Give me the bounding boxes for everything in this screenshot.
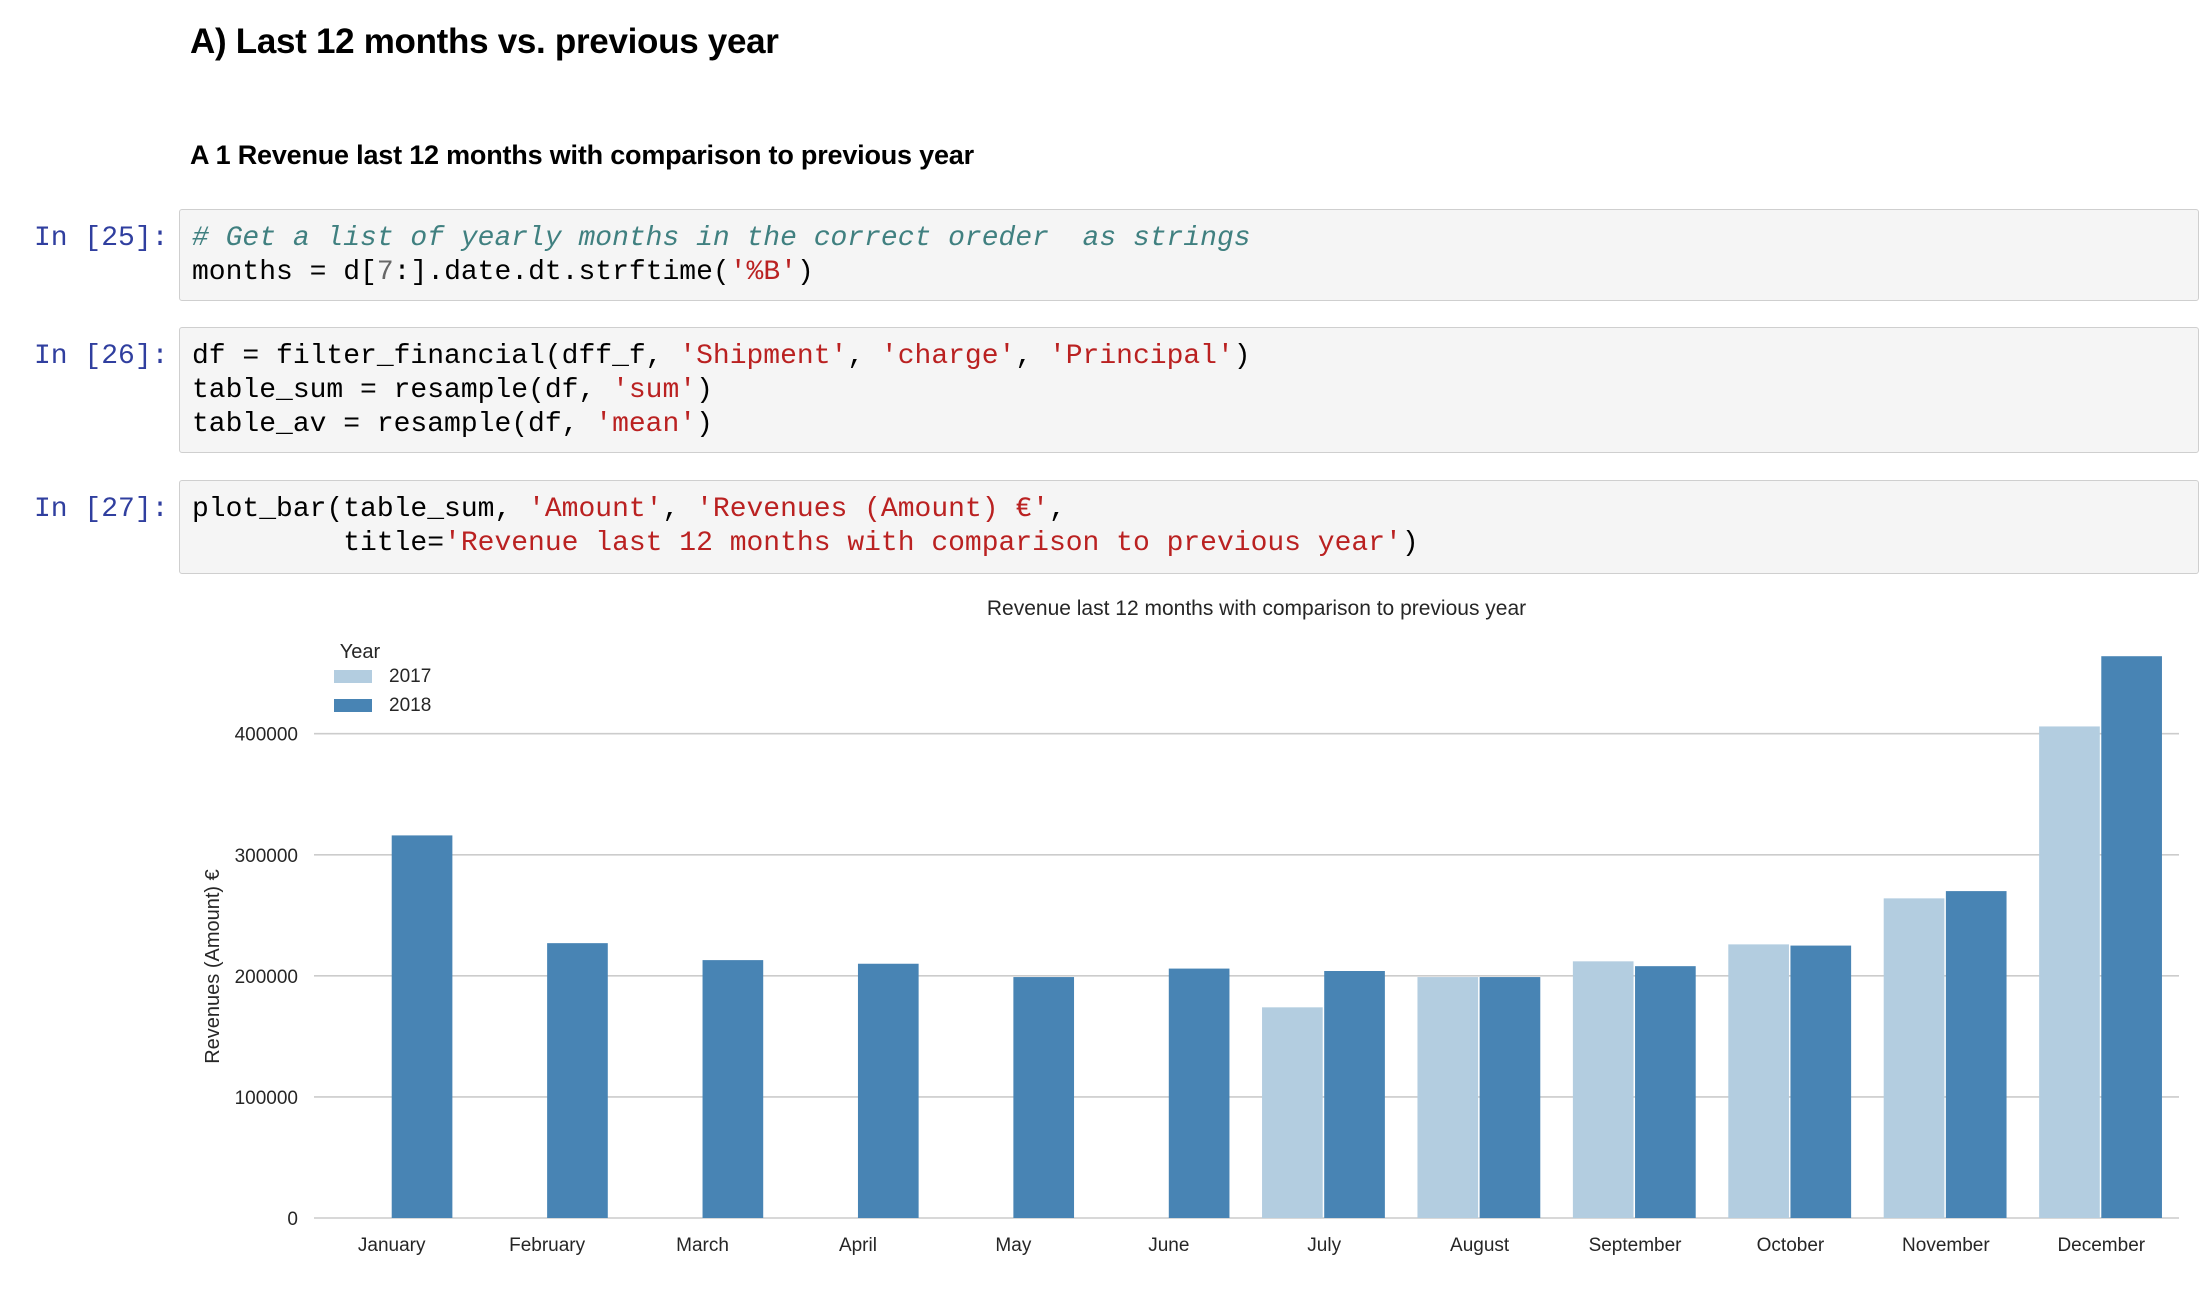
code-string: 'charge' [880, 341, 1016, 372]
code-token: ) [1233, 341, 1251, 372]
code-cell-26[interactable]: df = filter_financial(dff_f, 'Shipment',… [179, 327, 2199, 453]
code-token: :].date.dt.strftime( [393, 257, 730, 288]
chart-title: Revenue last 12 months with comparison t… [987, 597, 1526, 620]
code-string: 'Principal' [1048, 341, 1234, 372]
code-token: months = d[ [192, 257, 377, 288]
x-tick-label: January [358, 1235, 426, 1256]
bar-2018-september [1635, 966, 1696, 1218]
y-tick-label: 300000 [235, 846, 298, 867]
bar-2017-november [1883, 898, 1945, 1218]
code-line: df = filter_financial(dff_f, 'Shipment',… [192, 340, 2186, 374]
code-line: table_sum = resample(df, 'sum') [192, 374, 2186, 408]
legend-swatch-2018 [334, 699, 372, 712]
legend-title: Year [340, 641, 381, 663]
x-tick-label: July [1307, 1235, 1341, 1256]
subsection-heading: A 1 Revenue last 12 months with comparis… [190, 140, 974, 170]
y-axis-label: Revenues (Amount) € [202, 869, 224, 1064]
bar-2018-january [391, 835, 453, 1218]
code-token: , [1015, 341, 1049, 372]
code-line: title='Revenue last 12 months with compa… [192, 527, 2186, 561]
code-token: title= [192, 528, 445, 559]
revenue-bar-chart: 0 100000 200000 300000 400000 January February… [202, 597, 2179, 1256]
x-tick-label: June [1148, 1235, 1189, 1256]
x-tick-label: September [1589, 1235, 1683, 1256]
code-string: 'Shipment' [679, 341, 848, 372]
bar-2017-july [1262, 1007, 1323, 1218]
bar-2018-may [1013, 977, 1075, 1218]
x-tick-label: October [1757, 1235, 1825, 1256]
code-token: table_av = resample(df, [192, 409, 596, 440]
bar-2017-december [2039, 726, 2100, 1218]
bar-2018-august [1479, 977, 1541, 1218]
code-comment: # Get a list of yearly months in the cor… [192, 223, 1251, 254]
y-tick-label: 400000 [235, 725, 298, 746]
x-tick-label: May [995, 1235, 1031, 1256]
bar-2018-october [1790, 945, 1852, 1218]
x-tick-label: February [509, 1235, 586, 1256]
bar-2018-february [547, 943, 608, 1218]
code-cell-25[interactable]: # Get a list of yearly months in the cor… [179, 209, 2199, 301]
bar-2018-november [1945, 891, 2007, 1218]
code-string: 'Amount' [528, 494, 663, 525]
legend-label-2018: 2018 [389, 695, 431, 716]
y-tick-label: 0 [287, 1209, 298, 1230]
code-string: 'mean' [595, 409, 697, 440]
bar-2018-december [2101, 656, 2162, 1218]
code-token: 7 [376, 257, 394, 288]
code-string: 'sum' [612, 375, 697, 406]
code-token: ) [696, 375, 713, 406]
bar-2018-june [1168, 968, 1230, 1218]
code-token: , [847, 341, 881, 372]
code-string: 'Revenue last 12 months with comparison … [444, 528, 1402, 559]
code-line: months = d[7:].date.dt.strftime('%B') [192, 256, 2186, 290]
code-token: , [662, 494, 697, 525]
y-tick-label: 100000 [235, 1088, 298, 1109]
code-line: plot_bar(table_sum, 'Amount', 'Revenues … [192, 493, 2186, 527]
code-token: ) [1401, 528, 1419, 559]
bar-2017-august [1417, 977, 1479, 1218]
legend-label-2017: 2017 [389, 666, 431, 687]
x-tick-label: December [2057, 1235, 2145, 1256]
code-line: table_av = resample(df, 'mean') [192, 408, 2186, 442]
code-token: table_sum = resample(df, [192, 375, 613, 406]
code-token: ) [796, 257, 814, 288]
cell-prompt-25: In [25]: [34, 223, 169, 254]
bar-2017-september [1572, 961, 1634, 1218]
code-cell-27[interactable]: plot_bar(table_sum, 'Amount', 'Revenues … [179, 480, 2199, 574]
code-token: plot_bar(table_sum, [192, 494, 529, 525]
code-token: df = filter_financial(dff_f, [192, 341, 680, 372]
bar-2018-july [1324, 971, 1385, 1218]
cell-prompt-27: In [27]: [34, 494, 169, 525]
x-tick-label: August [1450, 1235, 1510, 1256]
y-tick-label: 200000 [235, 967, 298, 988]
x-tick-label: November [1902, 1235, 1990, 1256]
x-tick-label: April [839, 1235, 877, 1256]
code-token: ) [696, 409, 713, 440]
code-string: '%B' [729, 257, 797, 288]
bar-2018-march [702, 960, 764, 1218]
code-string: 'Revenues (Amount) €' [696, 494, 1049, 525]
section-heading: A) Last 12 months vs. previous year [190, 22, 779, 61]
bar-2018-april [857, 963, 919, 1218]
code-token: , [1048, 494, 1066, 525]
bar-2017-october [1728, 944, 1789, 1218]
x-tick-label: March [676, 1235, 729, 1256]
code-line: # Get a list of yearly months in the cor… [192, 222, 2186, 256]
legend-swatch-2017 [334, 670, 372, 683]
cell-prompt-26: In [26]: [34, 341, 169, 372]
